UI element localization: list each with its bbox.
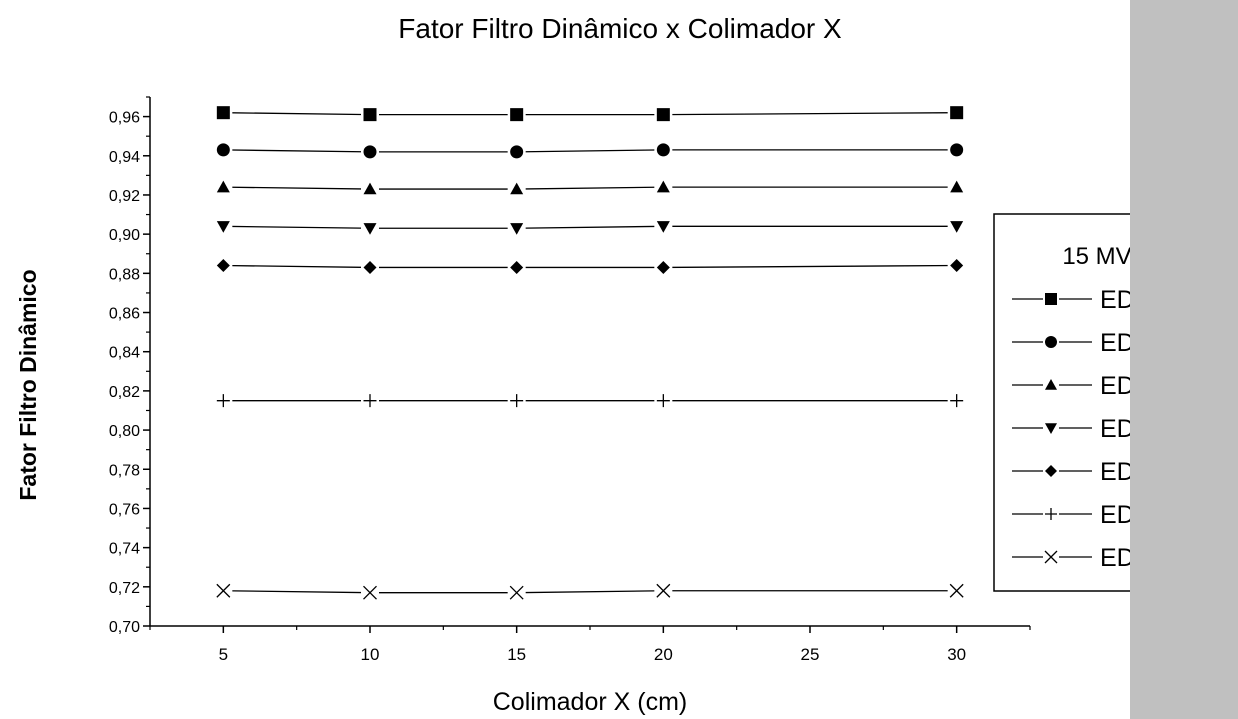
- series-edw20: [214, 178, 966, 199]
- legend-label: EDW60: [1100, 544, 1130, 572]
- series-layer: [214, 103, 966, 602]
- y-tick-label: 0,76: [109, 501, 140, 518]
- y-tick-label: 0,80: [109, 423, 140, 440]
- axes: 0,70 0,72 0,74 0,76 0,78 0,80 0,82 0,84 0,86 0,88…: [109, 96, 1031, 664]
- data-point: [363, 145, 377, 159]
- data-point: [216, 143, 230, 157]
- y-tick-label: 0,94: [109, 149, 140, 166]
- data-point: [216, 394, 230, 408]
- legend-item: EDW10: [1012, 286, 1130, 314]
- series-line: [223, 186, 957, 190]
- series-edw60: [214, 581, 966, 602]
- series-edw30: [214, 256, 966, 277]
- data-point: [510, 182, 524, 195]
- y-tick-label: 0,82: [109, 384, 140, 401]
- series-edw10: [214, 103, 966, 124]
- legend-item: EDW60: [1012, 544, 1130, 572]
- x-axis-title: Colimador X (cm): [493, 688, 687, 716]
- data-point: [509, 585, 524, 600]
- series-edw15: [214, 140, 966, 161]
- legend-marker: [1044, 550, 1058, 564]
- legend-item: EDW25: [1012, 415, 1130, 443]
- legend-marker: [1045, 379, 1057, 390]
- x-tick-label: 10: [361, 645, 380, 664]
- legend-label: EDW20: [1100, 372, 1130, 400]
- data-point: [363, 108, 377, 122]
- chart-title: Fator Filtro Dinâmico x Colimador X: [398, 13, 842, 44]
- legend-label: EDW10: [1100, 286, 1130, 314]
- series-edw45: [214, 391, 966, 410]
- legend-item: EDW20: [1012, 372, 1130, 400]
- legend-item: EDW30: [1012, 458, 1130, 486]
- series-line: [223, 112, 957, 116]
- data-point: [216, 583, 231, 598]
- chart: Fator Filtro Dinâmico x Colimador X Fato…: [15, 13, 1130, 716]
- data-point: [363, 394, 377, 408]
- data-point: [510, 108, 524, 122]
- legend-marker: [1045, 465, 1057, 477]
- legend-label: EDW30: [1100, 458, 1130, 486]
- legend-item: EDW45: [1012, 501, 1130, 529]
- data-point: [950, 394, 964, 408]
- legend-marker: [1045, 508, 1057, 520]
- x-tick-label: 5: [219, 645, 228, 664]
- y-tick-label: 0,92: [109, 188, 140, 205]
- data-point: [950, 221, 964, 233]
- series-line: [223, 225, 957, 229]
- data-point: [656, 260, 670, 274]
- series-line: [223, 264, 957, 269]
- data-point: [510, 260, 524, 274]
- y-tick-label: 0,70: [109, 619, 140, 636]
- data-point: [216, 258, 230, 272]
- y-axis-title: Fator Filtro Dinâmico: [15, 269, 41, 500]
- data-point: [363, 182, 377, 195]
- legend-item: EDW15: [1012, 329, 1130, 357]
- x-tick-label: 30: [947, 645, 966, 664]
- data-point: [950, 258, 964, 272]
- data-point: [950, 143, 964, 157]
- data-point: [950, 180, 964, 193]
- y-tick-label: 0,72: [109, 580, 140, 597]
- data-point: [510, 145, 524, 159]
- data-point: [656, 108, 670, 122]
- data-point: [510, 394, 524, 408]
- series-edw25: [214, 217, 966, 238]
- data-point: [216, 106, 230, 120]
- data-point: [656, 143, 670, 157]
- data-point: [216, 221, 230, 233]
- data-point: [363, 260, 377, 274]
- data-point: [363, 585, 377, 600]
- x-tick-label: 25: [801, 645, 820, 664]
- y-tick-label: 0,90: [109, 227, 140, 244]
- data-point: [216, 180, 230, 193]
- legend-label: EDW45: [1100, 501, 1130, 529]
- series-line: [223, 149, 957, 153]
- data-point: [656, 583, 671, 598]
- data-point: [656, 221, 670, 233]
- series-line: [223, 590, 957, 594]
- legend-marker: [1045, 423, 1057, 434]
- data-point: [656, 394, 670, 408]
- y-tick-label: 0,74: [109, 541, 140, 558]
- legend-label: EDW15: [1100, 329, 1130, 357]
- data-point: [510, 223, 524, 235]
- legend-label: EDW25: [1100, 415, 1130, 443]
- legend-marker: [1045, 336, 1057, 348]
- x-tick-label: 20: [654, 645, 673, 664]
- legend-box: [993, 213, 1130, 592]
- y-tick-label: 0,96: [109, 110, 140, 127]
- y-tick-label: 0,86: [109, 306, 140, 323]
- data-point: [950, 106, 964, 120]
- x-tick-label: 15: [507, 645, 526, 664]
- data-point: [656, 180, 670, 193]
- data-point: [363, 223, 377, 235]
- y-tick-label: 0,88: [109, 266, 140, 283]
- legend-title: 15 MV: [1062, 243, 1130, 270]
- y-tick-label: 0,78: [109, 462, 140, 479]
- legend: 15 MV EDW10 EDW15 EDW20 EDW25 EDW30 EDW45 EDW6…: [993, 213, 1130, 592]
- legend-marker: [1045, 293, 1057, 305]
- data-point: [949, 583, 964, 598]
- side-panel: [1130, 0, 1238, 719]
- y-tick-label: 0,84: [109, 345, 140, 362]
